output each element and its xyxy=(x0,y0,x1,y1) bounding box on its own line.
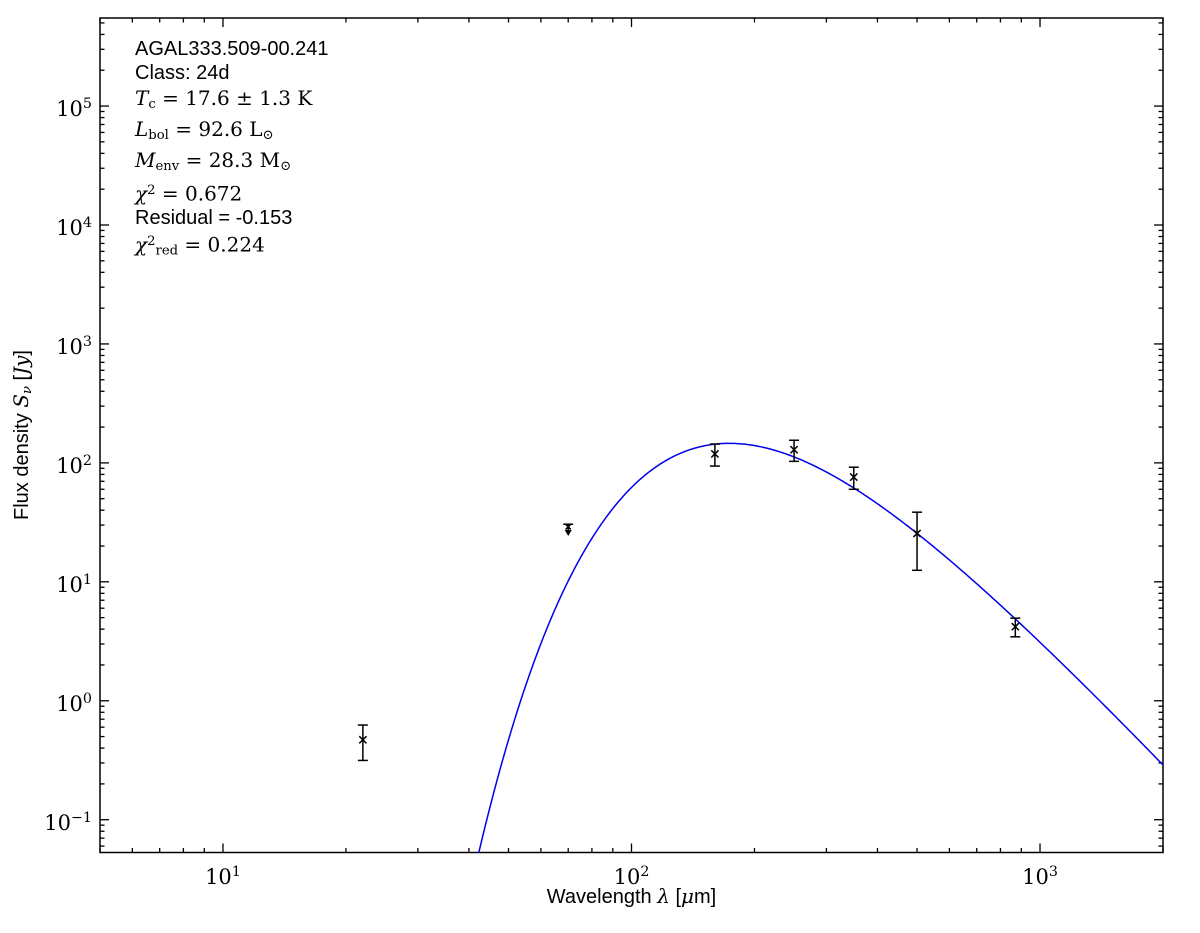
data-point-x-marker xyxy=(710,449,720,459)
upper-limit-x-marker xyxy=(565,523,572,530)
annotation-line-1: Class: 24d xyxy=(135,62,230,85)
annotation-line-4: Menv = 28.3 M⊙ xyxy=(135,147,292,174)
x-tick-label: 102 xyxy=(613,863,650,889)
arrow-down-icon xyxy=(564,529,572,536)
model-curve xyxy=(478,442,1163,853)
annotation-line-3: Lbol = 92.6 L⊙ xyxy=(135,116,274,143)
x-tick-label: 103 xyxy=(1022,863,1058,889)
annotation-line-2: Tc = 17.6 ± 1.3 K xyxy=(135,85,313,112)
x-axis-label: Wavelength λ [μm] xyxy=(546,884,717,908)
y-tick-label: 101 xyxy=(56,571,92,597)
x-tick-label: 101 xyxy=(205,863,241,889)
y-tick-label: 10−1 xyxy=(44,809,92,835)
y-tick-label: 104 xyxy=(56,215,92,240)
y-tick-label: 102 xyxy=(56,452,92,478)
annotation-line-0: AGAL333.509-00.241 xyxy=(135,38,329,60)
y-tick-label: 105 xyxy=(56,96,92,121)
data-point-x-marker xyxy=(849,472,858,482)
annotation-line-6: Residual = -0.153 xyxy=(135,207,293,230)
data-point-x-marker xyxy=(789,445,799,454)
annotation-block: AGAL333.509-00.241 Class: 24d Tc = 17.6 ± … xyxy=(135,37,329,264)
annotation-line-5: χ2 = 0.672 xyxy=(135,181,243,206)
y-axis-label: Flux density Sν [Jy] xyxy=(9,350,35,521)
data-point-x-marker xyxy=(1011,622,1020,631)
data-point-x-marker xyxy=(912,529,922,538)
annotation-line-7: χ2red = 0.224 xyxy=(135,232,265,259)
y-tick-label: 100 xyxy=(56,690,92,716)
data-point-x-marker xyxy=(358,735,367,744)
y-tick-label: 103 xyxy=(56,333,92,359)
